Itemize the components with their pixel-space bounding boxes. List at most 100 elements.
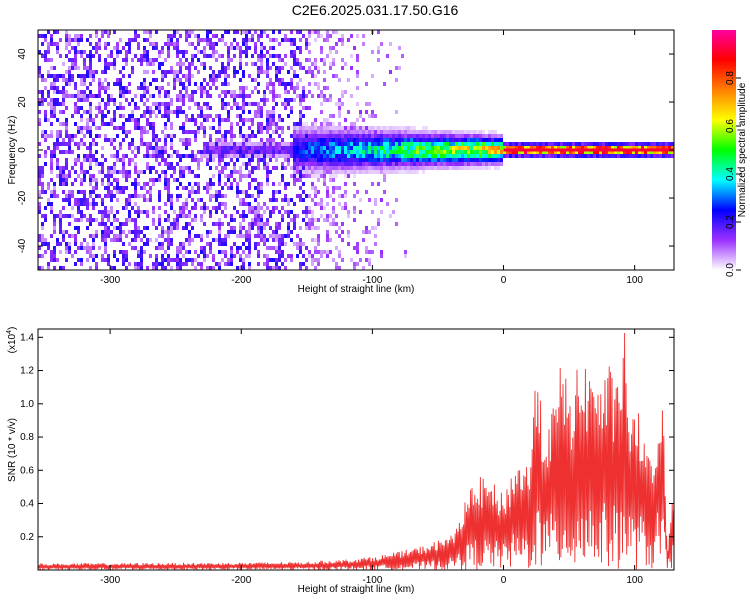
heatmap-cell [296, 82, 299, 86]
heatmap-cell [95, 70, 98, 74]
heatmap-cell [242, 146, 245, 150]
heatmap-cell [77, 154, 80, 158]
heatmap-cell [425, 150, 428, 154]
heatmap-cell [158, 218, 161, 222]
heatmap-cell [176, 222, 179, 226]
heatmap-cell [497, 154, 500, 158]
heatmap-cell [137, 230, 140, 234]
heatmap-cell [143, 142, 146, 146]
heatmap-cell [278, 114, 281, 118]
heatmap-cell [659, 142, 662, 146]
heatmap-cell [92, 78, 95, 82]
heatmap-cell [47, 42, 50, 46]
heatmap-cell [164, 42, 167, 46]
heatmap-cell [191, 74, 194, 78]
heatmap-cell [83, 170, 86, 174]
heatmap-cell [548, 142, 551, 146]
heatmap-cell [284, 54, 287, 58]
heatmap-cell [203, 186, 206, 190]
heatmap-cell [107, 218, 110, 222]
heatmap-cell [311, 142, 314, 146]
heatmap-cell [299, 122, 302, 126]
heatmap-cell [263, 202, 266, 206]
heatmap-cell [206, 190, 209, 194]
heatmap-cell [386, 202, 389, 206]
heatmap-cell [203, 50, 206, 54]
heatmap-cell [284, 210, 287, 214]
heatmap-cell [404, 170, 407, 174]
heatmap-cell [320, 198, 323, 202]
heatmap-cell [113, 146, 116, 150]
heatmap-cell [368, 262, 371, 266]
heatmap-cell [470, 142, 473, 146]
heatmap-cell [254, 214, 257, 218]
heatmap-cell [356, 130, 359, 134]
heatmap-cell [410, 146, 413, 150]
heatmap-cell [356, 262, 359, 266]
heatmap-cell [347, 210, 350, 214]
heatmap-cell [101, 114, 104, 118]
heatmap-cell [170, 122, 173, 126]
heatmap-cell [596, 146, 599, 150]
heatmap-cell [119, 50, 122, 54]
heatmap-cell [344, 130, 347, 134]
heatmap-cell [161, 254, 164, 258]
heatmap-cell [377, 142, 380, 146]
heatmap-cell [323, 174, 326, 178]
heatmap-cell [554, 154, 557, 158]
heatmap-cell [302, 210, 305, 214]
heatmap-cell [137, 226, 140, 230]
heatmap-cell [77, 106, 80, 110]
heatmap-cell [86, 118, 89, 122]
heatmap-cell [251, 166, 254, 170]
heatmap-cell [368, 134, 371, 138]
heatmap-cell [236, 30, 239, 34]
heatmap-cell [311, 174, 314, 178]
heatmap-cell [380, 142, 383, 146]
heatmap-cell [479, 138, 482, 142]
heatmap-cell [86, 226, 89, 230]
heatmap-cell [188, 194, 191, 198]
heatmap-cell [380, 146, 383, 150]
heatmap-cell [203, 78, 206, 82]
heatmap-cell [143, 30, 146, 34]
heatmap-cell [341, 42, 344, 46]
heatmap-cell [134, 102, 137, 106]
heatmap-cell [314, 218, 317, 222]
heatmap-cell [152, 178, 155, 182]
heatmap-cell [260, 58, 263, 62]
heatmap-cell [530, 154, 533, 158]
heatmap-cell [482, 130, 485, 134]
heatmap-cell [77, 246, 80, 250]
heatmap-cell [362, 34, 365, 38]
heatmap-cell [602, 146, 605, 150]
heatmap-cell [245, 238, 248, 242]
heatmap-cell [182, 154, 185, 158]
heatmap-cell [323, 130, 326, 134]
heatmap-cell [365, 138, 368, 142]
heatmap-cell [92, 142, 95, 146]
heatmap-cell [236, 266, 239, 270]
heatmap-cell [131, 38, 134, 42]
heatmap-cell [350, 258, 353, 262]
heatmap-cell [401, 166, 404, 170]
heatmap-cell [362, 170, 365, 174]
heatmap-cell [434, 154, 437, 158]
heatmap-cell [74, 202, 77, 206]
heatmap-cell [242, 50, 245, 54]
heatmap-cell [416, 158, 419, 162]
heatmap-cell [296, 58, 299, 62]
heatmap-cell [281, 150, 284, 154]
heatmap-cell [422, 146, 425, 150]
heatmap-cell [287, 230, 290, 234]
heatmap-cell [305, 130, 308, 134]
heatmap-cell [344, 62, 347, 66]
heatmap-cell [104, 86, 107, 90]
heatmap-cell [308, 210, 311, 214]
heatmap-cell [299, 66, 302, 70]
heatmap-cell [122, 154, 125, 158]
heatmap-cell [143, 194, 146, 198]
heatmap-cell [53, 74, 56, 78]
heatmap-cell [266, 246, 269, 250]
heatmap-cell [98, 102, 101, 106]
